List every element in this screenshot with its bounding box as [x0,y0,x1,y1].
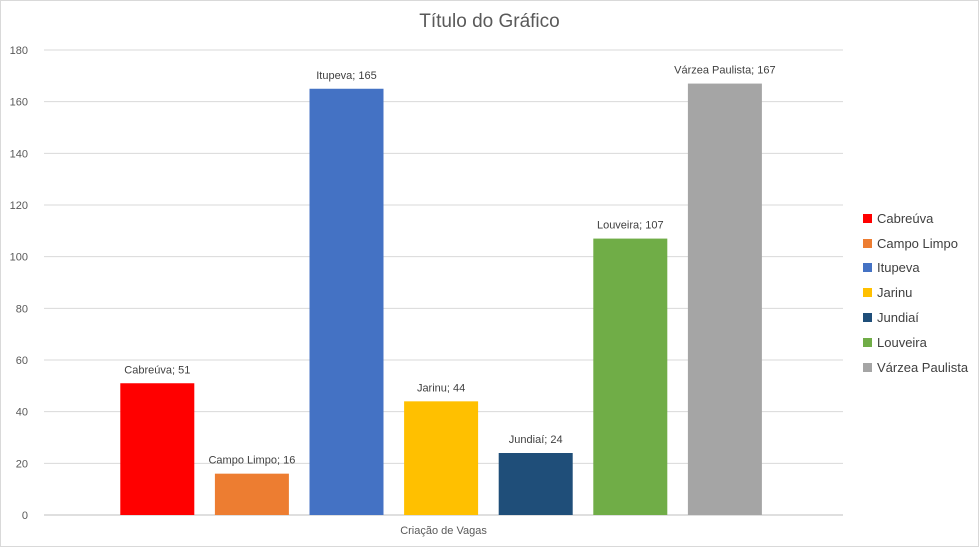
legend-label: Itupeva [877,260,920,276]
data-label: Jarinu; 44 [417,382,465,394]
legend-item: Jundiaí [863,305,968,330]
legend-label: Campo Limpo [877,235,958,251]
y-tick-label: 60 [16,355,28,367]
y-tick-label: 160 [10,97,28,109]
legend-item: Jarinu [863,280,968,305]
legend-swatch [863,288,872,298]
x-axis-label: Criação de Vagas [400,525,487,537]
legend-item: Várzea Paulista [863,355,968,380]
legend-swatch [863,213,872,223]
data-label: Itupeva; 165 [316,70,377,82]
legend-swatch [863,313,872,323]
legend-item: Campo Limpo [863,231,968,256]
legend-item: Itupeva [863,256,968,281]
data-label: Cabreúva; 51 [124,364,190,376]
bar [120,383,195,515]
legend-item: Cabreúva [863,206,968,231]
bar [498,453,573,515]
bar [214,473,289,515]
legend-item: Louveira [863,330,968,355]
data-label: Louveira; 107 [597,220,664,232]
legend-swatch [863,362,872,372]
data-label: Campo Limpo; 16 [208,455,295,467]
data-label: Jundiaí; 24 [509,434,563,446]
legend-swatch [863,238,872,248]
data-label: Várzea Paulista; 167 [674,65,776,77]
y-tick-label: 180 [10,45,28,57]
bar [593,238,668,516]
y-tick-label: 40 [16,407,28,419]
legend-label: Várzea Paulista [877,359,969,375]
chart-title: Título do Gráfico [419,11,560,32]
y-tick-label: 20 [16,458,28,470]
y-tick-label: 120 [10,200,28,212]
legend-label: Jundiaí [877,310,919,326]
legend-label: Cabreúva [877,210,934,226]
legend-label: Jarinu [877,285,913,301]
bar [687,83,762,515]
legend-label: Louveira [877,334,927,350]
legend-swatch [863,263,872,273]
bar [404,401,479,515]
y-tick-label: 80 [16,303,28,315]
y-tick-label: 100 [10,252,28,264]
y-tick-label: 140 [10,148,28,160]
legend: Cabreúva Campo Limpo Itupeva Jarinu Jundiaí L… [863,206,968,380]
bar [309,88,384,515]
y-tick-label: 0 [22,510,28,522]
legend-swatch [863,337,872,347]
